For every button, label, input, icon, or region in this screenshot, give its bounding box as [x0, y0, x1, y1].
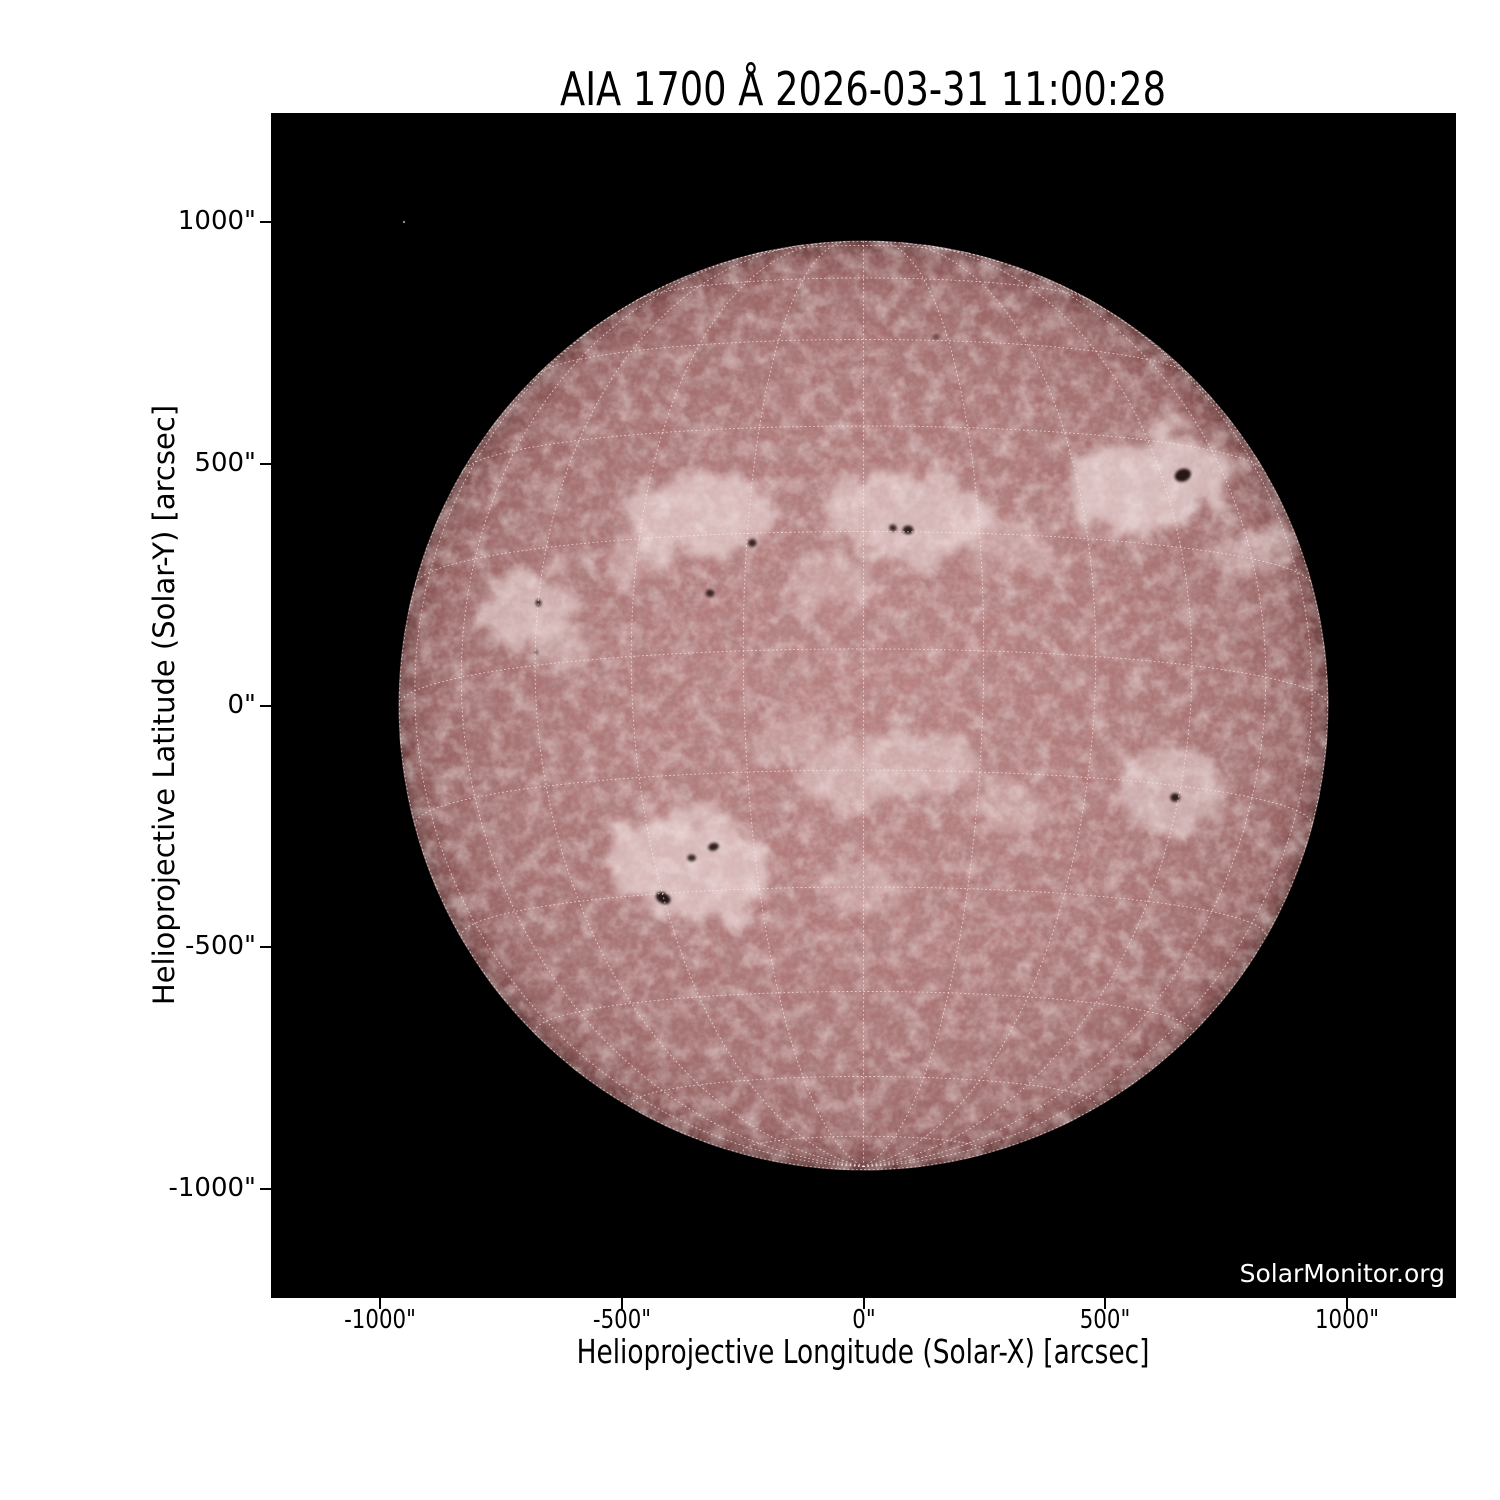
axis-tick-mark: [260, 462, 271, 465]
grid-line: [414, 282, 864, 1167]
grid-line: [863, 252, 1267, 1167]
axis-tick-mark: [260, 946, 271, 949]
grid-line: [863, 242, 1097, 1167]
plage-blob: [821, 858, 899, 912]
plage-blob: [793, 735, 987, 805]
sun-disk-image: [271, 113, 1456, 1298]
x-tick-label: -500": [592, 1305, 651, 1335]
solar-limb-outline: [399, 241, 1328, 1170]
axis-tick-mark: [260, 704, 271, 707]
grid-line: [863, 282, 1313, 1167]
plage-regions: [484, 432, 1293, 922]
grid-line: [630, 242, 864, 1167]
y-tick-label: -1000": [168, 1173, 256, 1204]
grid-line: [537, 339, 1190, 375]
sunspot: [902, 525, 914, 535]
grid-line: [460, 252, 864, 1167]
grid-line: [460, 886, 1267, 937]
x-tick-label: -1000": [343, 1305, 416, 1335]
sunspot: [1174, 468, 1191, 482]
x-tick-label: 0": [851, 1305, 876, 1335]
sunspots: [534, 333, 1191, 905]
y-axis-label: Helioprojective Latitude (Solar-Y) [arcs…: [147, 404, 181, 1006]
grid-line: [637, 277, 1090, 301]
sunspot: [705, 589, 715, 598]
axis-tick-mark: [260, 220, 271, 223]
plage-blob: [790, 557, 879, 612]
y-tick-label: 1000": [177, 205, 256, 236]
plage-blob: [597, 536, 666, 585]
grid-line: [414, 769, 1313, 826]
sunspot: [747, 539, 757, 547]
grid-line: [742, 240, 864, 1167]
sunspot: [889, 524, 897, 532]
plage-blob: [627, 472, 773, 557]
sunspot: [655, 892, 671, 905]
x-tick-label: 1000": [1315, 1305, 1380, 1335]
plage-blob: [823, 468, 988, 562]
axis-tick-mark: [260, 1188, 271, 1191]
sunspot: [535, 599, 542, 607]
plage-blob: [534, 625, 593, 670]
y-tick-label: 500": [194, 447, 256, 478]
plage-blob: [956, 513, 1062, 569]
y-tick-label: -500": [185, 931, 256, 962]
grid-line: [863, 240, 985, 1167]
x-tick-label: 500": [1080, 1305, 1131, 1335]
axis-tick-mark: [620, 1298, 623, 1309]
plot-area: SolarMonitor.org: [271, 113, 1456, 1298]
artifact-speck: [402, 220, 406, 224]
sunspot: [687, 854, 697, 862]
plage-blob: [1071, 432, 1229, 534]
heliographic-grid: [398, 240, 1329, 1167]
plage-blob: [1216, 519, 1293, 582]
plage-blob: [1116, 746, 1224, 834]
plage-blob: [966, 781, 1052, 834]
axis-tick-mark: [1346, 1298, 1349, 1309]
page-title: AIA 1700 Å 2026-03-31 11:00:28: [560, 62, 1166, 116]
axis-tick-mark: [1104, 1298, 1107, 1309]
grid-line: [757, 245, 970, 254]
y-tick-label: 0": [227, 689, 256, 720]
axis-tick-mark: [378, 1298, 381, 1309]
sunspot: [932, 333, 940, 340]
axis-tick-mark: [862, 1298, 865, 1309]
sunspot: [1170, 793, 1180, 802]
grid-line: [742, 1135, 985, 1152]
watermark: SolarMonitor.org: [1239, 1259, 1445, 1288]
plage-blob: [752, 712, 830, 757]
sunspot: [708, 842, 719, 851]
grid-line: [534, 991, 1193, 1032]
x-axis-label: Helioprojective Longitude (Solar-X) [arc…: [576, 1332, 1150, 1371]
grid-line: [462, 425, 1265, 472]
